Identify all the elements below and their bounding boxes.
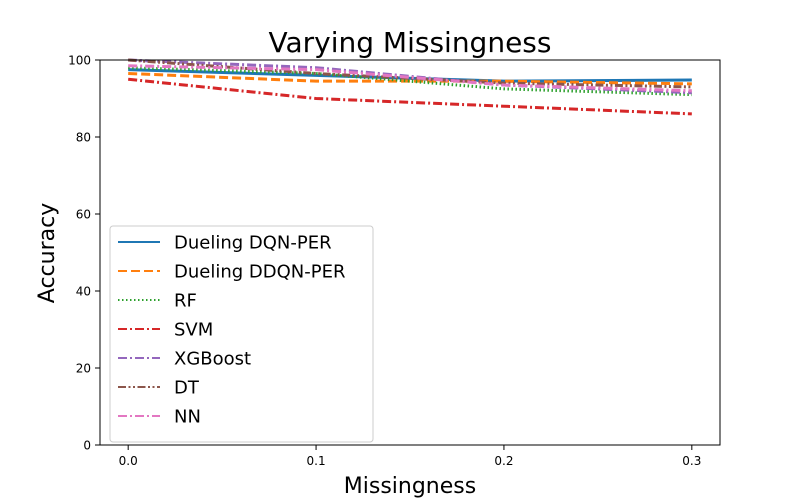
x-tick-label: 0.3 xyxy=(682,454,701,468)
series-lines xyxy=(128,58,692,116)
series-line-dueling-ddqn-per xyxy=(128,71,692,86)
y-tick-label: 40 xyxy=(76,285,91,299)
legend: Dueling DQN-PER Dueling DDQN-PER RF SVM XGBo… xyxy=(109,225,374,443)
legend-box xyxy=(109,225,374,443)
x-tick-label: 0.0 xyxy=(119,454,138,468)
y-tick-label: 80 xyxy=(76,131,91,145)
plot-frame xyxy=(99,59,721,446)
plot-area: 0.0 0.1 0.2 0.3 0 20 40 60 80 100 xyxy=(68,54,721,468)
x-axis-label: Missingness xyxy=(344,474,476,499)
x-tick-label: 0.2 xyxy=(494,454,513,468)
y-tick-label: 60 xyxy=(76,208,91,222)
legend-label: Dueling DDQN-PER xyxy=(174,262,345,283)
legend-label: XGBoost xyxy=(174,349,251,370)
chart-title: Varying Missingness xyxy=(269,26,552,59)
legend-label: DT xyxy=(174,378,200,399)
y-tick-label: 20 xyxy=(76,362,91,376)
y-axis-label: Accuracy xyxy=(35,203,60,303)
series-line-nn xyxy=(128,64,692,93)
legend-label: SVM xyxy=(174,320,213,341)
legend-label: Dueling DQN-PER xyxy=(174,233,332,254)
series-line-dueling-dqn-per xyxy=(128,68,692,83)
legend-label: RF xyxy=(174,291,197,312)
x-tick-label: 0.1 xyxy=(307,454,326,468)
y-tick-label: 0 xyxy=(83,439,91,453)
y-tick-label: 100 xyxy=(68,54,91,68)
legend-label: NN xyxy=(174,407,201,428)
